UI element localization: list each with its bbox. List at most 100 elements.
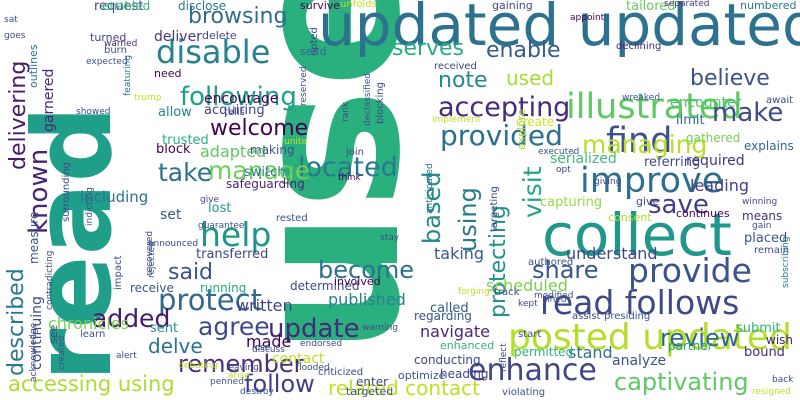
word: chronicles <box>48 314 129 333</box>
word: reflect <box>499 343 509 372</box>
word: updated updated <box>318 0 800 59</box>
word: targeting <box>489 186 500 232</box>
word: warning <box>362 323 399 333</box>
word: switch <box>244 165 286 180</box>
word: explains <box>744 139 794 153</box>
word: browsing <box>188 4 288 29</box>
word: improve <box>580 161 724 201</box>
word: added <box>92 304 171 333</box>
word: posted updated <box>508 317 792 358</box>
word: enabled <box>102 0 151 13</box>
word: remain <box>754 245 790 256</box>
word: managing <box>582 130 708 159</box>
word: appoint <box>570 13 605 23</box>
word: make <box>712 98 784 128</box>
word: back <box>772 375 794 385</box>
word: send <box>300 45 327 58</box>
word: running <box>200 281 247 295</box>
word: unite <box>284 137 307 147</box>
word: described <box>4 268 29 376</box>
word: transferred <box>196 247 269 262</box>
word: remember <box>178 350 304 378</box>
word: bound <box>744 345 785 360</box>
word: welcome <box>210 116 309 141</box>
word: agree <box>198 312 270 341</box>
word: adapted <box>200 142 267 161</box>
word: provided <box>440 119 563 152</box>
word: measure <box>27 211 41 264</box>
word: showed <box>76 107 111 117</box>
word: accepting <box>438 92 571 123</box>
word: including <box>80 188 149 206</box>
word: gaining <box>492 0 533 12</box>
word: wish <box>766 333 794 347</box>
word: violating <box>502 387 546 398</box>
word: presiding <box>604 311 651 322</box>
word: expected <box>86 57 128 67</box>
word: discuss <box>252 345 285 355</box>
word: partner <box>668 339 713 353</box>
word: kept <box>518 299 538 309</box>
word: enhanced <box>440 339 495 352</box>
word: continues <box>676 207 730 220</box>
word: delete <box>202 29 237 42</box>
word: debating <box>178 361 218 371</box>
word: goes <box>4 31 26 41</box>
word: start <box>518 329 542 340</box>
word: collect <box>542 201 732 269</box>
word: update <box>268 314 360 344</box>
word: involved <box>334 275 381 288</box>
word: indicting <box>85 187 95 226</box>
word: set <box>160 207 182 223</box>
word: submit <box>736 321 781 336</box>
word: using <box>454 187 482 252</box>
word: resigned <box>752 387 791 397</box>
word: leading <box>690 176 749 195</box>
word: endorsed <box>300 339 343 349</box>
word: said <box>168 260 214 285</box>
word: wreaked <box>622 93 661 103</box>
word: referring <box>644 155 701 170</box>
word: fined <box>544 295 567 305</box>
word: visit <box>518 166 547 218</box>
word: made <box>246 332 292 351</box>
word: trump <box>134 93 162 103</box>
word: taking <box>434 244 485 263</box>
word: await <box>766 95 794 106</box>
word: encounter <box>670 95 742 111</box>
word: received <box>434 61 477 72</box>
word: subscribing <box>781 236 791 288</box>
word: means <box>742 209 783 223</box>
word: conducting <box>414 353 481 367</box>
word: turned <box>90 31 127 44</box>
word: located <box>298 152 398 183</box>
word: analyze <box>612 353 667 369</box>
word: survive <box>300 0 341 12</box>
word: need <box>154 67 182 80</box>
word: required <box>686 153 745 169</box>
word: targeted <box>346 385 394 398</box>
word: learn <box>80 329 106 340</box>
word: gain <box>752 221 772 231</box>
word: guarantee <box>198 221 245 231</box>
word: unfolds <box>340 0 377 10</box>
word: find <box>606 121 673 161</box>
word: impact <box>113 255 124 290</box>
word: allow <box>158 105 192 120</box>
word: give <box>636 195 660 208</box>
word: leaving <box>226 363 259 373</box>
word: criticized <box>318 367 364 378</box>
word: called <box>430 301 469 316</box>
word: enable <box>486 38 561 63</box>
word: captivating <box>614 368 749 396</box>
word: take <box>158 158 213 187</box>
word: read follows <box>540 283 740 322</box>
word: receive <box>130 281 174 295</box>
word: winning <box>742 197 778 207</box>
word: enter <box>356 375 389 389</box>
word: related contact <box>328 376 480 400</box>
word: accessing using <box>8 372 175 396</box>
word: navigate <box>420 322 490 341</box>
word: authored <box>528 257 574 268</box>
word: consent <box>608 211 652 224</box>
